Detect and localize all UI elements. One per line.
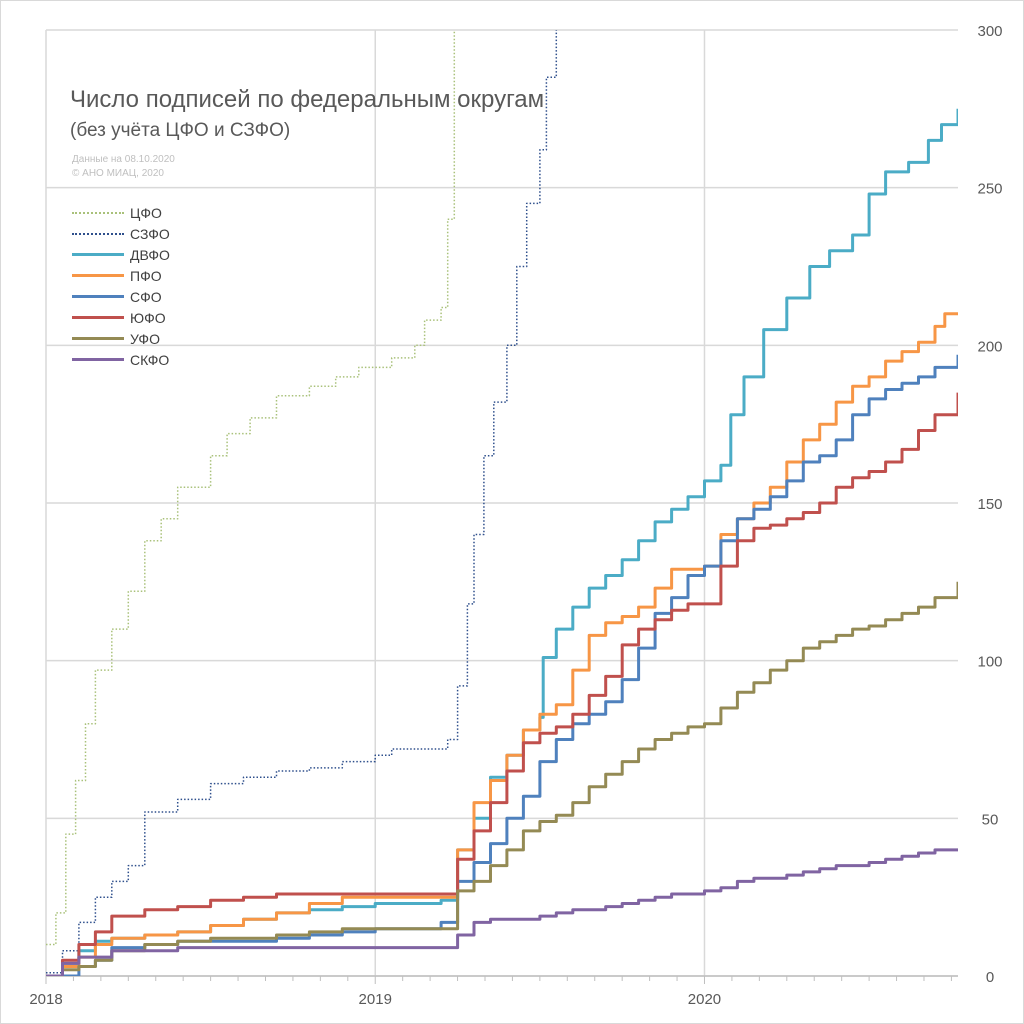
title-block: Число подписей по федеральным округам (б… (70, 86, 544, 142)
y-tick-label: 300 (977, 23, 1002, 40)
legend-label: УФО (130, 330, 160, 347)
legend-item: СКФО (72, 349, 170, 370)
y-tick-label: 100 (977, 654, 1002, 671)
legend-label: СЗФО (130, 225, 170, 242)
data-date-note: Данные на 08.10.2020 (72, 154, 175, 165)
legend-label: ЦФО (130, 204, 162, 221)
x-tick-label: 2018 (29, 991, 62, 1008)
legend-label: ПФО (130, 267, 162, 284)
series-line-ПФО (46, 312, 958, 976)
legend-item: ЮФО (72, 307, 170, 328)
legend-label: ДВФО (130, 246, 170, 263)
legend-swatch (72, 211, 124, 214)
y-tick-label: 50 (982, 811, 999, 828)
legend-swatch (72, 253, 124, 256)
copyright-note: © АНО МИАЦ, 2020 (72, 168, 164, 179)
y-tick-label: 250 (977, 181, 1002, 198)
legend-item: ДВФО (72, 244, 170, 265)
series-line-СФО (46, 354, 958, 976)
legend-swatch (72, 295, 124, 298)
series-line-СКФО (46, 848, 958, 976)
series-line-ЦФО (46, 30, 456, 946)
x-tick-label: 2019 (359, 991, 392, 1008)
y-tick-label: 150 (977, 496, 1002, 513)
chart-subtitle: (без учёта ЦФО и СЗФО) (70, 120, 291, 141)
legend-item: УФО (72, 328, 170, 349)
legend-swatch (72, 337, 124, 340)
series-line-УФО (46, 581, 958, 976)
y-tick-label: 200 (977, 338, 1002, 355)
chart-legend: ЦФО СЗФО ДВФО ПФО СФО ЮФО УФО СКФО (72, 202, 170, 370)
legend-swatch (72, 232, 124, 235)
legend-label: СФО (130, 288, 162, 305)
legend-swatch (72, 358, 124, 361)
y-tick-label: 0 (986, 969, 994, 986)
legend-swatch (72, 274, 124, 277)
chart-title: Число подписей по федеральным округам (70, 86, 545, 113)
legend-label: СКФО (130, 351, 170, 368)
series-line-ЮФО (46, 392, 958, 976)
legend-item: ПФО (72, 265, 170, 286)
legend-label: ЮФО (130, 309, 166, 326)
legend-swatch (72, 316, 124, 319)
x-tick-label: 2020 (688, 991, 721, 1008)
legend-item: СФО (72, 286, 170, 307)
legend-item: СЗФО (72, 223, 170, 244)
legend-item: ЦФО (72, 202, 170, 223)
series-line-ДВФО (46, 108, 958, 976)
